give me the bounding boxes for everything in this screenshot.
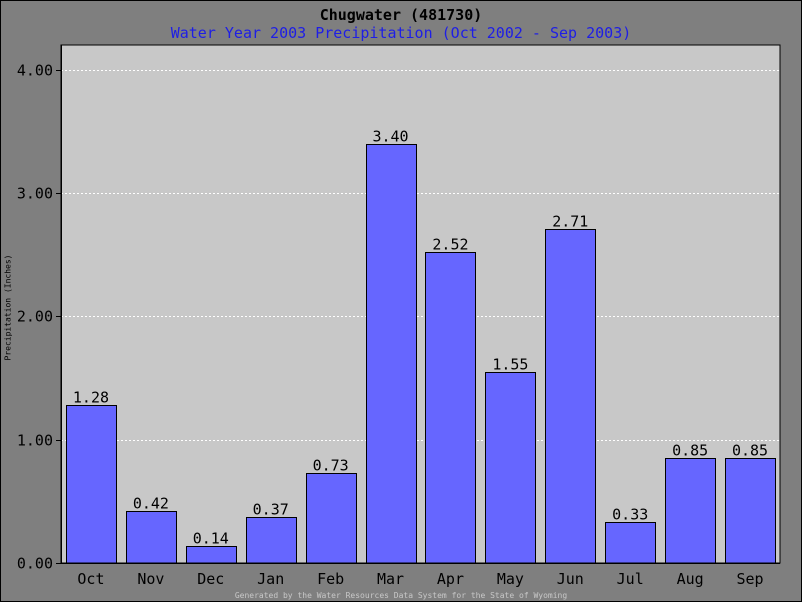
x-tick-label: Apr [437,570,464,588]
bar-value-label: 0.85 [672,442,708,460]
x-tick-label: Jul [617,570,644,588]
x-tick-label: Jan [257,570,284,588]
bar [366,144,417,564]
bar-value-label: 2.71 [552,213,588,231]
x-tick-label: Oct [77,570,104,588]
bar [246,517,297,564]
y-tick-label: 2.00 [17,308,53,326]
bar-value-label: 2.52 [432,236,468,254]
plot-area [60,44,781,564]
bar-value-label: 0.42 [133,495,169,513]
bar-value-label: 0.14 [193,530,229,548]
x-tick-label: Aug [677,570,704,588]
x-tick-label: Jun [557,570,584,588]
bar [66,405,117,564]
bar-value-label: 0.85 [732,442,768,460]
x-tick-label: Feb [317,570,344,588]
footer-credit: Generated by the Water Resources Data Sy… [234,591,568,600]
x-tick-label: Dec [197,570,224,588]
bar-value-label: 3.40 [372,128,408,146]
x-tick-label: Sep [736,570,763,588]
bar [186,546,237,564]
chart-subtitle: Water Year 2003 Precipitation (Oct 2002 … [170,24,632,42]
y-tick-label: 1.00 [17,432,53,450]
bar [605,522,656,564]
y-tick-label: 3.00 [17,185,53,203]
chart-title: Chugwater (481730) [319,6,483,24]
bar [126,511,177,564]
bar [545,229,596,564]
y-tick-label: 0.00 [17,555,53,573]
bar-value-label: 1.28 [73,389,109,407]
bar [725,458,776,564]
x-tick-label: Mar [377,570,404,588]
bar [425,252,476,564]
bar-value-label: 1.55 [492,356,528,374]
bar-value-label: 0.73 [313,457,349,475]
x-tick-label: Nov [137,570,164,588]
bar [665,458,716,564]
bar [485,372,536,564]
bar-value-label: 0.33 [612,506,648,524]
y-tick-label: 4.00 [17,62,53,80]
bar-value-label: 0.37 [253,501,289,519]
x-tick-label: May [497,570,524,588]
bar [306,473,357,564]
